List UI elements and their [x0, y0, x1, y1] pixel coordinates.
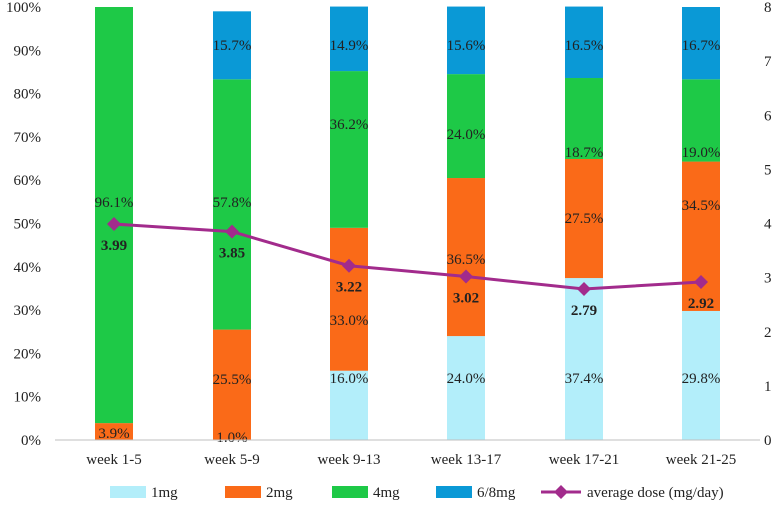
legend-swatch-6-8mg	[436, 486, 472, 498]
legend-label-4mg: 4mg	[373, 485, 400, 501]
data-label-2mg: 34.5%	[682, 198, 721, 214]
data-label-2mg: 36.5%	[447, 252, 486, 268]
legend-label-average-dose: average dose (mg/day)	[587, 485, 724, 501]
right-tick-label: 4	[764, 217, 772, 233]
average-dose-label: 3.02	[453, 291, 479, 307]
bar-segment-1mg	[682, 310, 720, 440]
data-label-4mg: 36.2%	[330, 117, 369, 133]
left-tick-label: 10%	[14, 390, 42, 406]
right-tick-label: 3	[764, 271, 772, 287]
left-tick-label: 70%	[14, 130, 42, 146]
bar-segment-4mg	[95, 7, 133, 424]
right-tick-label: 2	[764, 325, 772, 341]
right-axis: 0 1 2 3 4 5 6 7 8	[764, 0, 772, 449]
category-label: week 5-9	[204, 452, 259, 468]
bar-segment-6-8mg	[565, 6, 603, 79]
data-label-1mg: 24.0%	[447, 371, 486, 387]
bar-segment-2mg	[447, 178, 485, 337]
right-tick-label: 0	[764, 433, 772, 449]
category-label: week 13-17	[431, 452, 502, 468]
data-label-1mg: 16.0%	[330, 371, 369, 387]
bar-segment-1mg	[447, 336, 485, 440]
bar-segment-6-8mg	[213, 11, 251, 80]
data-label-2mg: 27.5%	[565, 211, 604, 227]
left-tick-label: 30%	[14, 303, 42, 319]
average-dose-marker	[225, 224, 239, 239]
left-axis: 0% 10% 20% 30% 40% 50% 60% 70% 80% 90% 100%	[6, 0, 41, 449]
data-label-6-8mg: 16.7%	[682, 38, 721, 54]
average-dose-marker	[459, 269, 473, 284]
data-label-small: 1.0%	[216, 430, 247, 446]
average-dose-label: 2.92	[688, 296, 714, 312]
left-tick-label: 90%	[14, 43, 42, 59]
bar-segment-4mg	[447, 74, 485, 179]
bar-segment-2mg	[213, 329, 251, 440]
data-label-4mg: 57.8%	[213, 195, 252, 211]
bar-segment-6-8mg	[447, 6, 485, 75]
category-label: week 9-13	[318, 452, 381, 468]
legend-line-marker	[554, 485, 568, 499]
data-label-1mg: 29.8%	[682, 371, 721, 387]
legend-label-6-8mg: 6/8mg	[477, 485, 516, 501]
category-label: week 21-25	[666, 452, 736, 468]
data-label-4mg: 24.0%	[447, 127, 486, 143]
bar-segment-1mg	[330, 370, 368, 440]
left-tick-label: 20%	[14, 346, 42, 362]
left-tick-label: 50%	[14, 217, 42, 233]
bar-segment-4mg	[682, 79, 720, 162]
bar-segment-1mg	[565, 278, 603, 440]
average-dose-marker	[107, 217, 121, 232]
x-tick-labels: week 1-5 week 5-9 week 9-13 week 13-17 week …	[86, 452, 736, 468]
right-tick-label: 5	[764, 162, 772, 178]
data-label-2mg: 3.9%	[98, 426, 129, 442]
left-tick-label: 80%	[14, 87, 42, 103]
average-dose-label: 3.85	[219, 246, 245, 262]
left-tick-label: 40%	[14, 260, 42, 276]
left-tick-label: 0%	[21, 433, 41, 449]
data-label-6-8mg: 15.6%	[447, 38, 486, 54]
right-tick-label: 6	[764, 108, 772, 124]
legend-label-1mg: 1mg	[151, 485, 178, 501]
average-dose-marker	[694, 274, 708, 289]
bar-segment-4mg	[213, 79, 251, 330]
average-dose-polyline	[113, 222, 702, 291]
category-label: week 1-5	[86, 452, 141, 468]
bar-segment-2mg	[95, 423, 133, 440]
data-label-6-8mg: 14.9%	[330, 38, 369, 54]
average-dose-marker	[577, 281, 591, 296]
legend: 1mg 2mg 4mg 6/8mg average dose (mg/day)	[110, 485, 724, 501]
legend-swatch-1mg	[110, 486, 146, 498]
average-dose-marker	[342, 258, 356, 273]
left-tick-label: 60%	[14, 173, 42, 189]
average-dose-line: 3.99 3.85 3.22 3.02 2.79 2.92	[101, 217, 714, 319]
left-tick-label: 100%	[6, 0, 41, 16]
legend-label-2mg: 2mg	[266, 485, 293, 501]
right-tick-label: 8	[764, 0, 772, 16]
data-label-4mg: 19.0%	[682, 145, 721, 161]
legend-swatch-4mg	[332, 486, 368, 498]
data-label-4mg: 18.7%	[565, 145, 604, 161]
bar-segment-6-8mg	[330, 6, 368, 72]
average-dose-label: 3.99	[101, 238, 127, 254]
data-label-2mg: 33.0%	[330, 313, 369, 329]
bar-segment-4mg	[565, 78, 603, 159]
bars	[95, 6, 720, 440]
average-dose-label: 2.79	[571, 303, 597, 319]
legend-swatch-2mg	[225, 486, 261, 498]
data-label-1mg: 37.4%	[565, 371, 604, 387]
right-tick-label: 1	[764, 379, 772, 395]
bar-labels: 16.0% 24.0% 37.4% 29.8% 3.9% 25.5% 33.0% 36.5% 2…	[95, 38, 721, 446]
bar-segment-4mg	[330, 71, 368, 228]
data-label-4mg: 96.1%	[95, 195, 134, 211]
bar-segment-2mg	[565, 158, 603, 279]
data-label-6-8mg: 16.5%	[565, 38, 604, 54]
data-label-6-8mg: 15.7%	[213, 38, 252, 54]
average-dose-label: 3.22	[336, 280, 362, 296]
right-tick-label: 7	[764, 54, 772, 70]
bar-segment-2mg	[330, 227, 368, 371]
category-label: week 17-21	[549, 452, 619, 468]
bar-segment-6-8mg	[682, 7, 720, 80]
data-label-2mg: 25.5%	[213, 372, 252, 388]
